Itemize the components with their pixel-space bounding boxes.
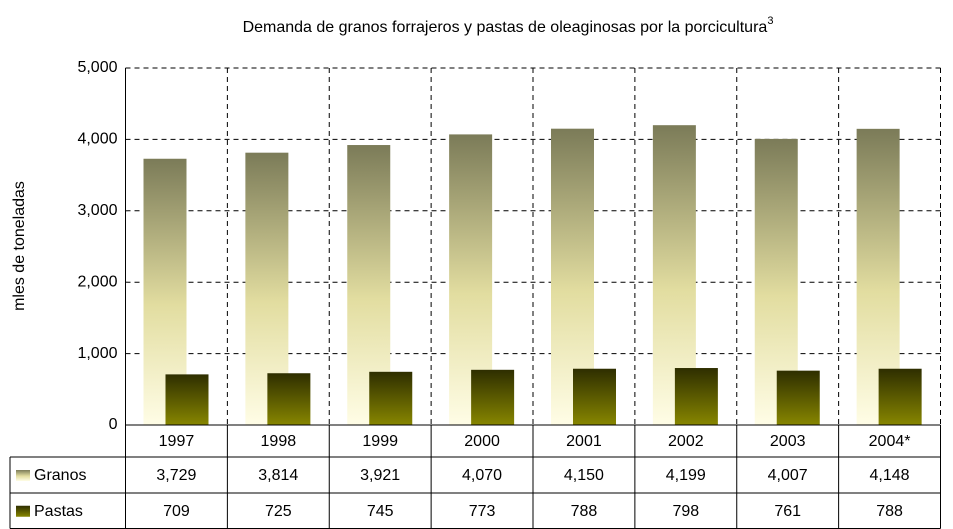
bar — [165, 374, 209, 425]
y-tick-label: 1,000 — [77, 345, 117, 362]
table-value: 798 — [672, 503, 699, 520]
bar — [267, 373, 311, 425]
legend-label: Granos — [34, 467, 86, 484]
bar — [776, 370, 820, 425]
legend-swatch — [16, 505, 30, 517]
table-value: 4,199 — [666, 467, 706, 484]
legend-swatch — [16, 470, 30, 481]
title-superscript: 3 — [767, 15, 773, 27]
x-tick-label: 2002 — [668, 433, 704, 450]
table-value: 4,150 — [564, 467, 604, 484]
x-tick-label: 1999 — [362, 433, 398, 450]
table-value: 4,148 — [870, 467, 910, 484]
table-value: 3,814 — [258, 467, 298, 484]
x-tick-label: 1997 — [159, 433, 195, 450]
bar — [878, 368, 922, 425]
table-value: 709 — [163, 503, 190, 520]
x-tick-label: 2001 — [566, 433, 602, 450]
bar — [674, 368, 718, 425]
table-value: 3,729 — [156, 467, 196, 484]
legend-label: Pastas — [34, 503, 83, 520]
y-axis-label: mles de toneladas — [11, 181, 28, 311]
x-tick-label: 2003 — [770, 433, 806, 450]
y-tick-label: 4,000 — [77, 131, 117, 148]
table-value: 745 — [367, 503, 394, 520]
title-text: Demanda de granos forrajeros y pastas de… — [243, 19, 768, 36]
bar — [369, 371, 413, 425]
x-tick-label: 2004* — [869, 433, 911, 450]
y-tick-label: 0 — [109, 416, 118, 433]
table-value: 761 — [774, 503, 801, 520]
table-value: 4,070 — [462, 467, 502, 484]
bar — [471, 369, 515, 425]
table-value: 3,921 — [360, 467, 400, 484]
table-value: 773 — [469, 503, 496, 520]
table-value: 725 — [265, 503, 292, 520]
bar — [573, 368, 616, 425]
chart-title: Demanda de granos forrajeros y pastas de… — [243, 15, 774, 36]
x-tick-label: 2000 — [464, 433, 500, 450]
y-tick-label: 3,000 — [77, 202, 117, 219]
y-tick-label: 5,000 — [77, 59, 117, 76]
y-tick-label: 2,000 — [77, 273, 117, 290]
table-value: 4,007 — [768, 467, 808, 484]
table-value: 788 — [571, 503, 598, 520]
table-value: 788 — [876, 503, 903, 520]
x-tick-label: 1998 — [261, 433, 297, 450]
